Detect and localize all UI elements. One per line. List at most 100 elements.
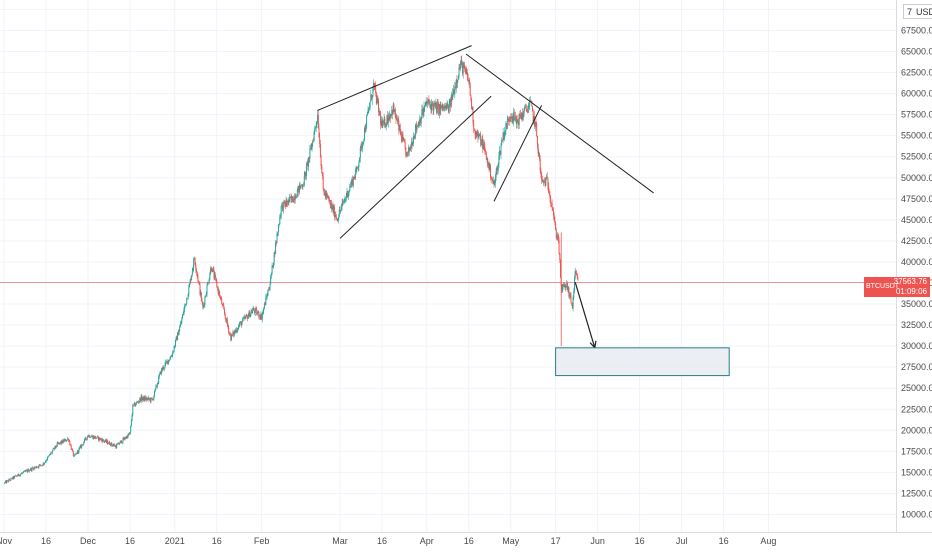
currency-selector[interactable]: 7 USDT ▾ bbox=[903, 4, 932, 19]
y-tick-label: 62500.00 bbox=[901, 68, 932, 78]
candle-body bbox=[158, 374, 160, 377]
candle-body bbox=[286, 200, 288, 204]
candle-body bbox=[18, 475, 20, 477]
candle-body bbox=[161, 368, 163, 371]
candle-body bbox=[40, 465, 42, 466]
candle-body bbox=[102, 439, 104, 442]
x-tick-label: Apr bbox=[420, 536, 434, 546]
candle-body bbox=[217, 287, 219, 294]
candle-body bbox=[399, 125, 401, 133]
candle-body bbox=[23, 471, 25, 473]
candle-body bbox=[44, 461, 46, 463]
candle-body bbox=[169, 359, 171, 361]
candle-body bbox=[200, 292, 202, 295]
candle-body bbox=[467, 77, 469, 82]
candle-body bbox=[10, 478, 12, 481]
candle-body bbox=[14, 476, 15, 479]
candle-body bbox=[189, 283, 190, 288]
candle-body bbox=[151, 397, 153, 399]
candle-body bbox=[37, 466, 39, 468]
y-tick-label: 60000.00 bbox=[901, 89, 932, 99]
candle-body bbox=[458, 67, 460, 77]
x-tick-label: 2021 bbox=[165, 536, 185, 546]
candle-body bbox=[492, 180, 494, 182]
candle-body bbox=[89, 437, 91, 439]
candle-body bbox=[366, 115, 368, 128]
candle-body bbox=[257, 311, 259, 314]
candle-body bbox=[298, 184, 300, 193]
candle-body bbox=[368, 107, 370, 109]
candle-body bbox=[198, 281, 200, 285]
candle-body bbox=[333, 206, 335, 213]
candle-body bbox=[471, 99, 473, 110]
candle-body bbox=[107, 440, 109, 444]
candle-body bbox=[547, 178, 549, 187]
candle-body bbox=[189, 279, 191, 284]
candle-body bbox=[134, 403, 136, 407]
candle-body bbox=[499, 150, 501, 157]
candle-body bbox=[100, 438, 102, 440]
candle-body bbox=[197, 275, 199, 282]
candle-body bbox=[353, 177, 355, 179]
candle-body bbox=[415, 124, 417, 130]
candle-body bbox=[78, 448, 80, 453]
candle-body bbox=[214, 274, 216, 278]
candle-body bbox=[233, 331, 235, 336]
candle-body bbox=[470, 95, 472, 100]
candle-body bbox=[323, 188, 325, 192]
candle-body bbox=[273, 252, 275, 263]
candle-body bbox=[29, 470, 31, 471]
candle-body bbox=[336, 218, 338, 221]
time-scale-border bbox=[0, 532, 932, 533]
candle-body bbox=[398, 120, 400, 131]
candle-body bbox=[207, 282, 209, 284]
candle-body bbox=[21, 473, 23, 474]
candle-body bbox=[265, 297, 267, 305]
candle-body bbox=[99, 437, 101, 440]
candle-body bbox=[413, 136, 415, 138]
candle-body bbox=[419, 118, 421, 126]
trendline bbox=[317, 45, 472, 111]
candle-body bbox=[274, 252, 276, 254]
candle-body bbox=[59, 442, 61, 444]
candle-body bbox=[130, 420, 132, 426]
candle-body bbox=[548, 192, 550, 196]
y-tick-label: 50000.00 bbox=[901, 173, 932, 183]
candle-body bbox=[79, 447, 81, 449]
candle-body bbox=[271, 265, 273, 274]
candle-body bbox=[277, 232, 279, 234]
candle-body bbox=[144, 397, 146, 400]
candle-body bbox=[218, 291, 220, 294]
candle-body bbox=[35, 466, 37, 468]
candle-body bbox=[98, 437, 100, 441]
y-tick-label: 20000.00 bbox=[901, 425, 932, 435]
candle-body bbox=[210, 268, 211, 275]
candle-body bbox=[126, 436, 127, 439]
candle-body bbox=[392, 109, 393, 115]
candle-body bbox=[484, 147, 486, 152]
candle-body bbox=[571, 303, 573, 309]
candle-body bbox=[243, 317, 245, 319]
candle-body bbox=[482, 139, 484, 150]
candle-body bbox=[515, 115, 517, 125]
candle-body bbox=[380, 114, 382, 125]
candle-body bbox=[259, 316, 261, 319]
candle-body bbox=[553, 215, 555, 221]
candle-body bbox=[222, 304, 224, 306]
candle-body bbox=[488, 162, 490, 171]
candle-body bbox=[203, 304, 205, 306]
candle-body bbox=[473, 128, 475, 131]
candle-body bbox=[422, 109, 424, 115]
candle-body bbox=[420, 118, 421, 124]
candle-body bbox=[155, 385, 157, 389]
candle-body bbox=[235, 329, 237, 333]
candle-body bbox=[384, 118, 386, 127]
candle-body bbox=[61, 440, 63, 444]
candle-body bbox=[574, 271, 576, 278]
candle-body bbox=[311, 143, 313, 150]
candle-body bbox=[53, 448, 55, 449]
candle-body bbox=[366, 113, 368, 116]
candle-body bbox=[335, 215, 337, 218]
